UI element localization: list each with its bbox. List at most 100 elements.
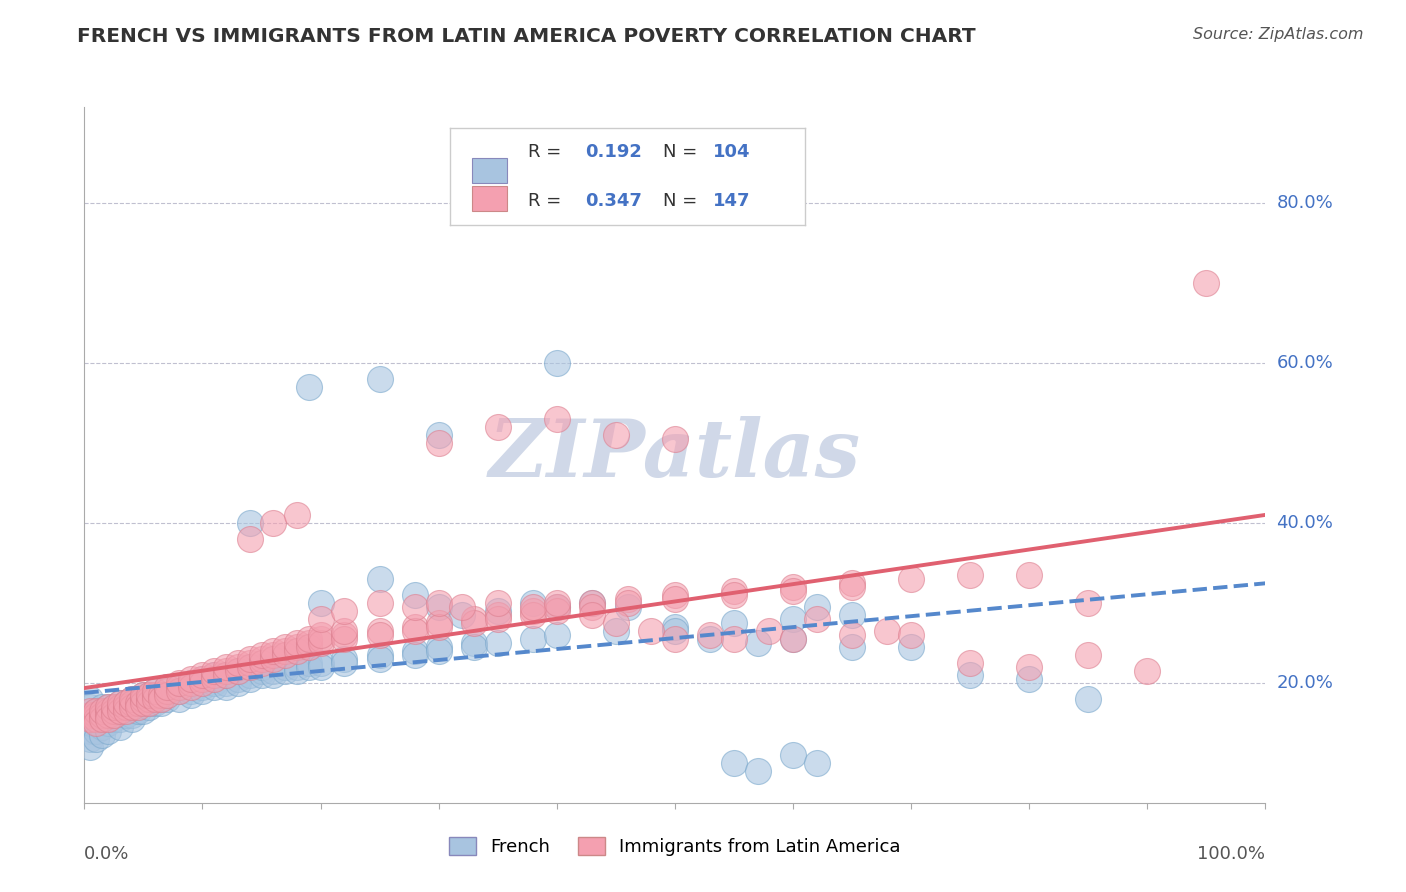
Point bbox=[333, 628, 356, 642]
Point bbox=[782, 612, 804, 626]
Point bbox=[309, 656, 332, 670]
Point bbox=[91, 720, 114, 734]
Point bbox=[463, 640, 485, 654]
Point bbox=[79, 731, 101, 746]
Point bbox=[368, 372, 391, 386]
Point bbox=[664, 624, 686, 638]
Point bbox=[191, 668, 214, 682]
Point bbox=[167, 683, 190, 698]
Point bbox=[333, 652, 356, 666]
Point bbox=[368, 652, 391, 666]
Point bbox=[758, 624, 780, 638]
Point bbox=[262, 648, 284, 662]
Point bbox=[215, 668, 238, 682]
Point bbox=[97, 699, 120, 714]
Point bbox=[138, 691, 160, 706]
Point bbox=[285, 644, 308, 658]
Point bbox=[114, 704, 136, 718]
Point bbox=[97, 707, 120, 722]
Point bbox=[404, 599, 426, 614]
Point bbox=[782, 632, 804, 646]
Point bbox=[97, 707, 120, 722]
Point bbox=[427, 436, 450, 450]
Point bbox=[404, 644, 426, 658]
Point bbox=[180, 676, 202, 690]
Point bbox=[546, 604, 568, 618]
Point bbox=[640, 624, 662, 638]
Point bbox=[103, 699, 125, 714]
Point bbox=[427, 640, 450, 654]
Point bbox=[108, 704, 131, 718]
Point bbox=[202, 668, 225, 682]
Point bbox=[79, 707, 101, 722]
Point bbox=[522, 632, 544, 646]
Point bbox=[121, 699, 143, 714]
Point bbox=[546, 628, 568, 642]
Point bbox=[121, 691, 143, 706]
Point bbox=[250, 660, 273, 674]
Point bbox=[486, 636, 509, 650]
Point bbox=[427, 596, 450, 610]
Point bbox=[114, 696, 136, 710]
Point bbox=[522, 599, 544, 614]
Point bbox=[250, 668, 273, 682]
Point bbox=[1018, 672, 1040, 686]
Point bbox=[143, 696, 166, 710]
Point bbox=[298, 656, 321, 670]
Point bbox=[298, 640, 321, 654]
Point bbox=[180, 680, 202, 694]
Point bbox=[900, 572, 922, 586]
Point bbox=[274, 664, 297, 678]
Point bbox=[581, 607, 603, 622]
Text: 20.0%: 20.0% bbox=[1277, 673, 1333, 692]
Point bbox=[121, 699, 143, 714]
Point bbox=[103, 707, 125, 722]
Point bbox=[97, 712, 120, 726]
Point bbox=[84, 715, 107, 730]
Point bbox=[262, 652, 284, 666]
Point bbox=[121, 707, 143, 722]
Point bbox=[747, 636, 769, 650]
Point bbox=[486, 612, 509, 626]
Point bbox=[250, 648, 273, 662]
Point bbox=[333, 656, 356, 670]
Point bbox=[959, 567, 981, 582]
Point bbox=[309, 636, 332, 650]
Text: 40.0%: 40.0% bbox=[1277, 514, 1333, 532]
Point bbox=[1077, 596, 1099, 610]
Point bbox=[404, 648, 426, 662]
Point bbox=[841, 628, 863, 642]
Point bbox=[285, 640, 308, 654]
Point bbox=[108, 696, 131, 710]
Point bbox=[333, 604, 356, 618]
Point bbox=[285, 636, 308, 650]
Point bbox=[900, 628, 922, 642]
Point bbox=[132, 704, 155, 718]
Point bbox=[114, 707, 136, 722]
Point bbox=[841, 607, 863, 622]
Point bbox=[463, 612, 485, 626]
Point bbox=[180, 688, 202, 702]
Point bbox=[215, 668, 238, 682]
Point bbox=[84, 704, 107, 718]
Point bbox=[486, 604, 509, 618]
Point bbox=[97, 723, 120, 738]
Point bbox=[427, 428, 450, 442]
Text: 80.0%: 80.0% bbox=[1277, 194, 1333, 212]
Point bbox=[605, 615, 627, 630]
Point bbox=[114, 699, 136, 714]
Point bbox=[138, 688, 160, 702]
Point bbox=[1018, 660, 1040, 674]
Point bbox=[699, 632, 721, 646]
Point bbox=[97, 715, 120, 730]
Point bbox=[150, 688, 173, 702]
Point bbox=[1195, 276, 1218, 290]
Point bbox=[285, 664, 308, 678]
Point bbox=[84, 704, 107, 718]
Point bbox=[298, 632, 321, 646]
Point bbox=[427, 615, 450, 630]
Point bbox=[143, 683, 166, 698]
Point bbox=[191, 672, 214, 686]
Point bbox=[404, 624, 426, 638]
Point bbox=[806, 612, 828, 626]
